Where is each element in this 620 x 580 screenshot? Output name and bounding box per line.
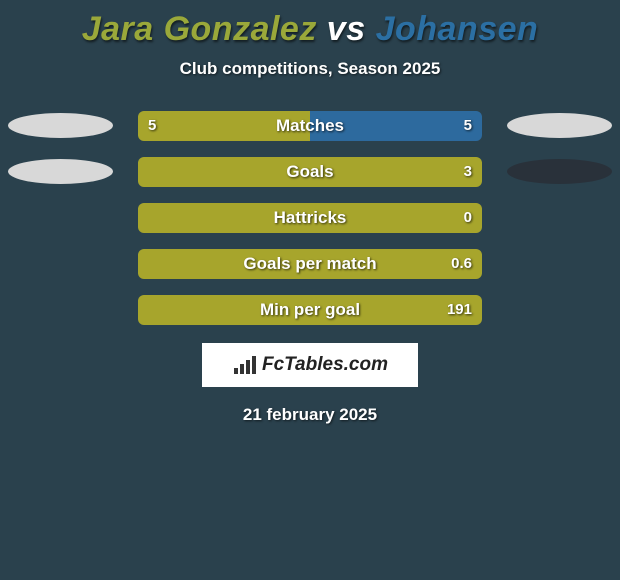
value-left: 5 — [138, 111, 166, 141]
source-logo: FcTables.com — [202, 343, 418, 387]
comparison-chart: 55Matches3Goals0Hattricks0.6Goals per ma… — [0, 111, 620, 325]
value-right: 191 — [437, 295, 482, 325]
player-left-name: Jara Gonzalez — [82, 10, 317, 48]
value-right: 0.6 — [441, 249, 482, 279]
player-left-badge — [8, 159, 113, 184]
comparison-title: Jara Gonzalez vs Johansen — [0, 0, 620, 49]
logo-text: FcTables.com — [262, 354, 388, 376]
subtitle: Club competitions, Season 2025 — [0, 59, 620, 79]
stat-track: 191Min per goal — [138, 295, 482, 325]
vs-text: vs — [327, 10, 366, 48]
player-left-badge — [8, 113, 113, 138]
stat-track: 3Goals — [138, 157, 482, 187]
bar-right — [138, 295, 482, 325]
player-right-name: Johansen — [376, 10, 539, 48]
stat-track: 0Hattricks — [138, 203, 482, 233]
value-right: 5 — [454, 111, 482, 141]
date-label: 21 february 2025 — [0, 405, 620, 425]
stat-row: 0Hattricks — [0, 203, 620, 233]
player-right-badge — [507, 159, 612, 184]
value-right: 0 — [454, 203, 482, 233]
stat-track: 0.6Goals per match — [138, 249, 482, 279]
value-right: 3 — [454, 157, 482, 187]
bar-right — [138, 203, 482, 233]
stat-track: 55Matches — [138, 111, 482, 141]
bars-icon — [232, 354, 258, 376]
stat-row: 0.6Goals per match — [0, 249, 620, 279]
player-right-badge — [507, 113, 612, 138]
bar-right — [138, 249, 482, 279]
stat-row: 3Goals — [0, 157, 620, 187]
bar-right — [138, 157, 482, 187]
stat-row: 55Matches — [0, 111, 620, 141]
stat-row: 191Min per goal — [0, 295, 620, 325]
